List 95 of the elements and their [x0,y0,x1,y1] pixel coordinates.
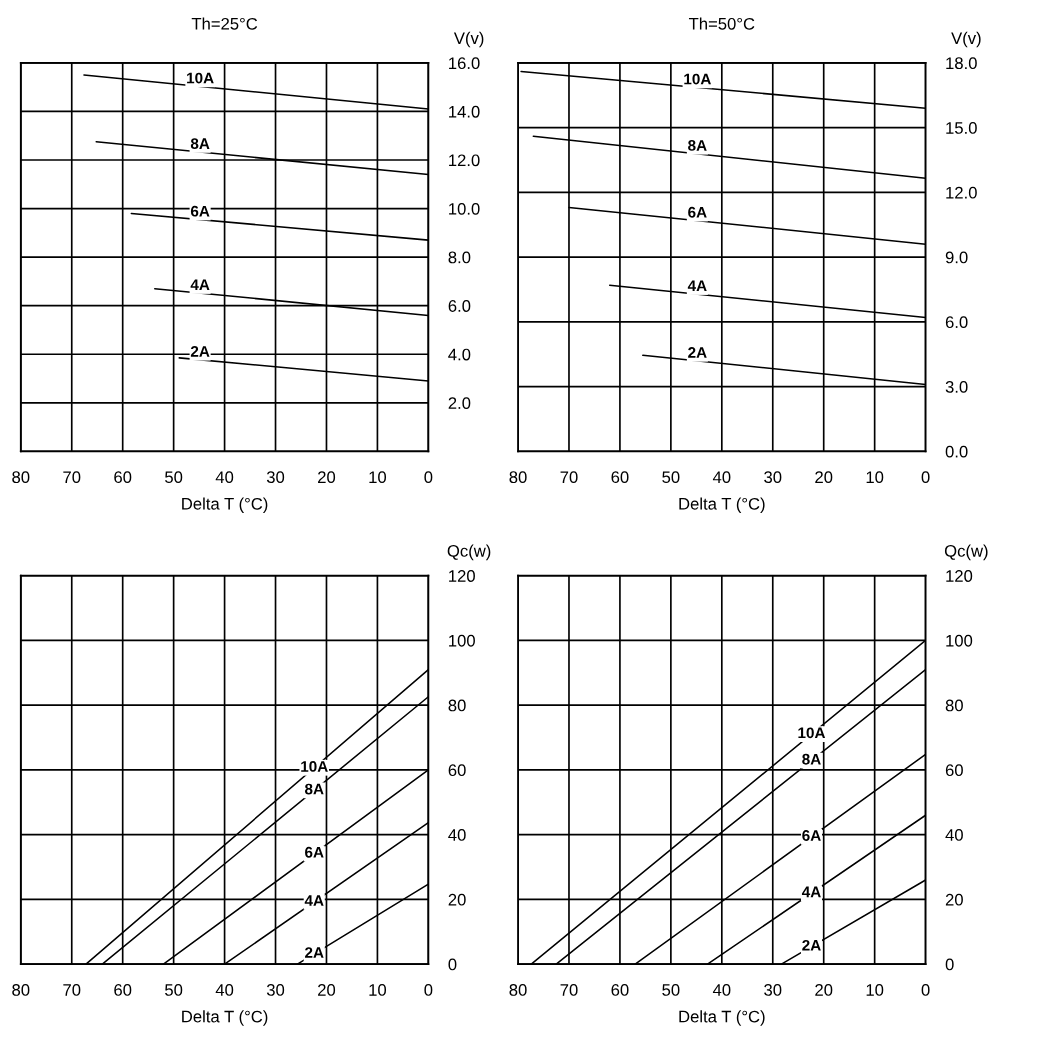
y-tick-label: 9.0 [945,251,968,264]
y-tick-label: 0 [448,958,457,971]
x-tick-label: 40 [215,471,234,484]
y-tick-label: 0.0 [945,445,968,458]
y-tick-label: 4.0 [448,348,471,361]
x-tick-label: 50 [165,471,183,484]
x-axis-title: Delta T (°C) [182,1010,268,1026]
series-label: 6A [305,846,324,858]
x-tick-label: 30 [764,984,782,996]
chart-title: Th=25°C [191,17,258,30]
y-tick-label: 0 [945,958,954,971]
x-tick-label: 60 [114,471,132,484]
y-tick-label: 100 [449,634,475,647]
x-tick-label: 50 [662,471,680,484]
y-tick-label: 20 [945,893,963,906]
x-tick-label: 10 [369,984,387,996]
y-tick-label: 100 [946,634,973,647]
x-tick-label: 10 [866,471,884,484]
x-tick-label: 40 [215,984,234,996]
y-tick-label: 120 [946,570,973,582]
x-tick-label: 40 [712,471,731,484]
x-tick-label: 70 [63,984,81,996]
x-tick-label: 50 [662,984,680,996]
y-tick-label: 14.0 [449,105,480,118]
y-tick-label: 12.0 [449,154,480,167]
y-tick-label: 20 [448,893,466,906]
x-tick-label: 20 [815,471,833,484]
x-tick-label: 0 [921,471,930,484]
x-tick-label: 80 [12,984,30,996]
y-tick-label: 3.0 [945,381,968,393]
series-label: 10A [187,72,214,84]
x-tick-label: 20 [318,984,336,996]
x-tick-label: 80 [509,471,527,484]
y-tick-label: 18.0 [946,57,977,70]
y-axis-title: V(v) [951,31,981,48]
x-tick-label: 30 [764,471,782,484]
y-tick-label: 2.0 [448,397,471,410]
series-label: 2A [688,347,707,358]
y-tick-label: 8.0 [448,251,471,264]
y-tick-label: 10.0 [449,202,480,215]
y-tick-label: 12.0 [946,186,977,199]
series-label: 6A [190,205,210,217]
series-label: 10A [798,727,826,739]
x-tick-label: 80 [12,471,30,484]
series-label: 4A [190,279,210,290]
x-tick-label: 10 [866,984,884,996]
y-tick-label: 40 [448,829,466,841]
y-tick-label: 80 [448,699,466,712]
series-label: 2A [190,345,210,357]
y-tick-label: 80 [945,699,963,712]
y-tick-label: 40 [945,829,963,841]
y-tick-label: 120 [449,570,475,582]
y-tick-label: 6.0 [945,316,968,329]
series-label: 4A [304,895,324,906]
y-tick-label: 15.0 [946,122,977,134]
series-label: 10A [684,73,711,85]
chart-title: Th=50°C [688,17,755,30]
x-tick-label: 30 [266,471,285,484]
series-label: 6A [688,206,707,218]
series-label: 2A [305,947,324,958]
x-tick-label: 20 [318,471,336,484]
x-tick-label: 40 [712,984,731,996]
x-tick-label: 60 [114,984,132,996]
x-tick-label: 50 [165,984,183,996]
series-label: 10A [301,761,328,772]
x-tick-label: 70 [63,471,81,484]
y-tick-label: 60 [448,764,466,777]
series-label: 2A [802,939,821,951]
y-tick-label: 16.0 [449,57,480,70]
y-axis-title: Qc(w) [944,544,988,561]
x-tick-label: 30 [266,984,285,996]
series-label: 8A [688,140,707,151]
y-axis-title: V(v) [453,31,484,48]
x-tick-label: 0 [424,471,433,484]
x-tick-label: 10 [369,471,387,484]
series-label: 4A [687,280,707,291]
x-axis-title: Delta T (°C) [182,497,268,513]
series-label: 8A [304,783,324,795]
x-axis-title: Delta T (°C) [679,497,765,513]
x-tick-label: 60 [611,471,629,484]
y-tick-label: 60 [945,764,963,777]
series-label: 8A [802,753,821,765]
x-tick-label: 70 [560,984,578,996]
y-axis-title: Qc(w) [447,544,491,561]
y-tick-label: 6.0 [448,300,471,312]
x-tick-label: 60 [611,984,629,996]
x-tick-label: 20 [815,984,833,996]
x-tick-label: 80 [509,984,527,996]
x-tick-label: 0 [424,984,433,996]
x-tick-label: 0 [921,984,930,996]
series-label: 6A [802,830,821,841]
x-axis-title: Delta T (°C) [679,1010,765,1026]
series-label: 4A [801,886,821,898]
x-tick-label: 70 [560,471,578,484]
series-label: 8A [190,138,210,150]
